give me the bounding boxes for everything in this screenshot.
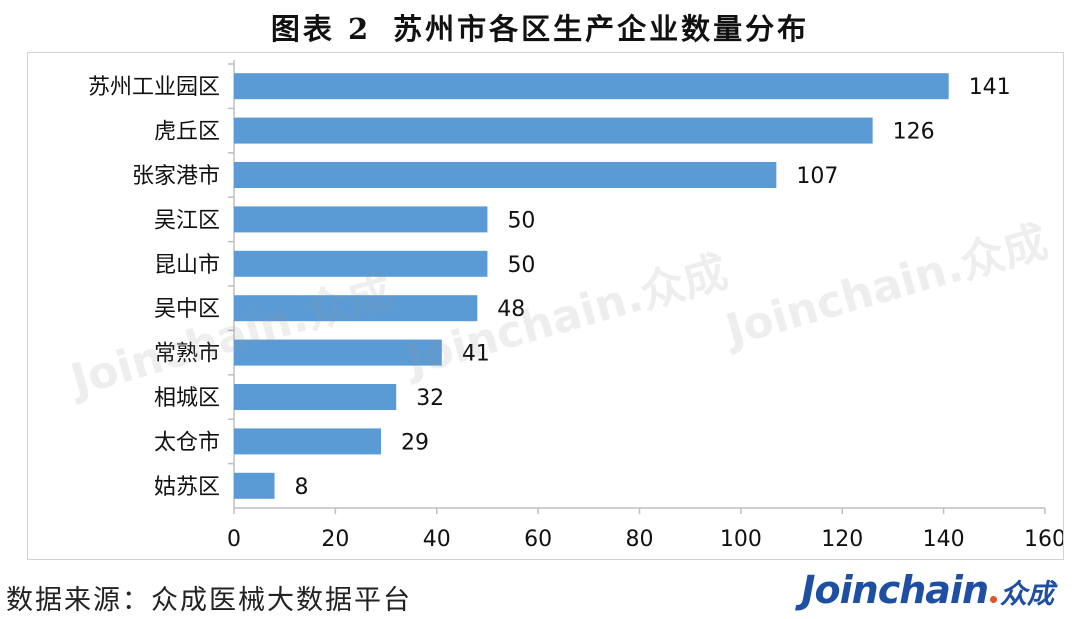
category-label: 虎丘区: [154, 120, 220, 145]
x-tick-label: 100: [720, 527, 762, 552]
x-tick-label: 80: [626, 527, 654, 552]
x-tick-label: 120: [821, 527, 863, 552]
category-label: 太仓市: [154, 430, 220, 455]
x-tick-label: 160: [1024, 527, 1063, 552]
category-label: 张家港市: [132, 164, 220, 189]
data-label: 48: [497, 297, 525, 322]
bar: [234, 428, 381, 455]
data-label: 50: [507, 208, 535, 233]
data-label: 41: [462, 342, 490, 367]
category-label: 吴江区: [154, 208, 220, 233]
bar: [234, 339, 442, 366]
data-label: 8: [295, 475, 309, 500]
bar: [234, 206, 488, 233]
data-label: 126: [893, 120, 935, 145]
bar: [234, 162, 777, 188]
bar: [234, 472, 275, 499]
data-label: 50: [507, 253, 535, 278]
chart-title-text: 苏州市各区生产企业数量分布: [393, 12, 810, 46]
bar: [234, 295, 478, 322]
data-label: 107: [796, 164, 838, 189]
x-tick-label: 0: [227, 527, 241, 552]
brand-logo-word: Joinchain: [801, 568, 989, 612]
chart-frame: 0 20 40 60 80 100 120 140 160 苏州工业园区 141 虎丘区 126 张家港市…: [27, 52, 1064, 560]
bar: [234, 73, 949, 100]
category-label: 吴中区: [154, 297, 220, 322]
category-label: 苏州工业园区: [88, 75, 220, 100]
source-note: 数据来源：众成医械大数据平台: [6, 585, 412, 616]
category-label: 昆山市: [154, 253, 220, 278]
brand-dot-icon: [990, 596, 997, 603]
bar-chart: 0 20 40 60 80 100 120 140 160 苏州工业园区 141 虎丘区 126 张家港市…: [88, 60, 1063, 552]
bar: [234, 117, 873, 144]
data-label: 32: [416, 386, 444, 411]
category-label: 常熟市: [154, 342, 220, 367]
category-label: 相城区: [154, 386, 220, 411]
category-label: 姑苏区: [154, 475, 220, 500]
x-tick-label: 60: [524, 527, 552, 552]
bar: [234, 384, 397, 410]
x-tick-label: 20: [321, 527, 349, 552]
brand-logo: Joinchain 众成: [801, 568, 1054, 612]
chart-title-prefix: 图表 2: [270, 12, 372, 46]
data-label: 141: [969, 75, 1011, 100]
x-tick-label: 140: [923, 527, 965, 552]
chart-title: 图表 2 苏州市各区生产企业数量分布: [0, 6, 1080, 48]
x-tick-label: 40: [423, 527, 451, 552]
brand-logo-cn: 众成: [1000, 579, 1054, 610]
bar: [234, 250, 488, 277]
data-label: 29: [401, 430, 429, 455]
